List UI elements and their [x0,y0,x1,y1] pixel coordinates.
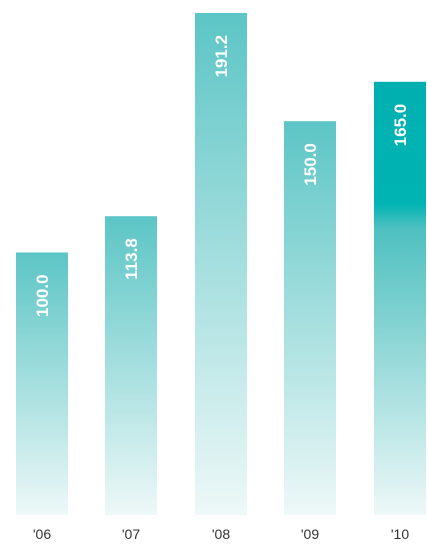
bar-value-label: 191.2 [212,35,231,78]
bar-08 [195,13,247,515]
bar-value-label: 100.0 [33,274,52,317]
bar-09 [284,121,336,516]
x-tick-label: '10 [391,526,409,542]
x-tick-label: '07 [122,526,140,542]
bars [16,13,426,516]
x-tick-label: '06 [33,526,51,542]
x-axis-ticks: '06 '07 '08 '09 '10 [33,526,409,542]
bar-value-label: 113.8 [122,238,141,280]
bar-07 [105,216,157,515]
bar-value-label: 165.0 [391,104,410,147]
bar-10 [374,81,426,516]
bar-value-label: 150.0 [301,143,320,186]
bar-06 [16,252,68,515]
x-tick-label: '09 [301,526,319,542]
bar-value-labels: 100.0 113.8 191.2 150.0 165.0 [33,35,410,317]
x-tick-label: '08 [212,526,230,542]
